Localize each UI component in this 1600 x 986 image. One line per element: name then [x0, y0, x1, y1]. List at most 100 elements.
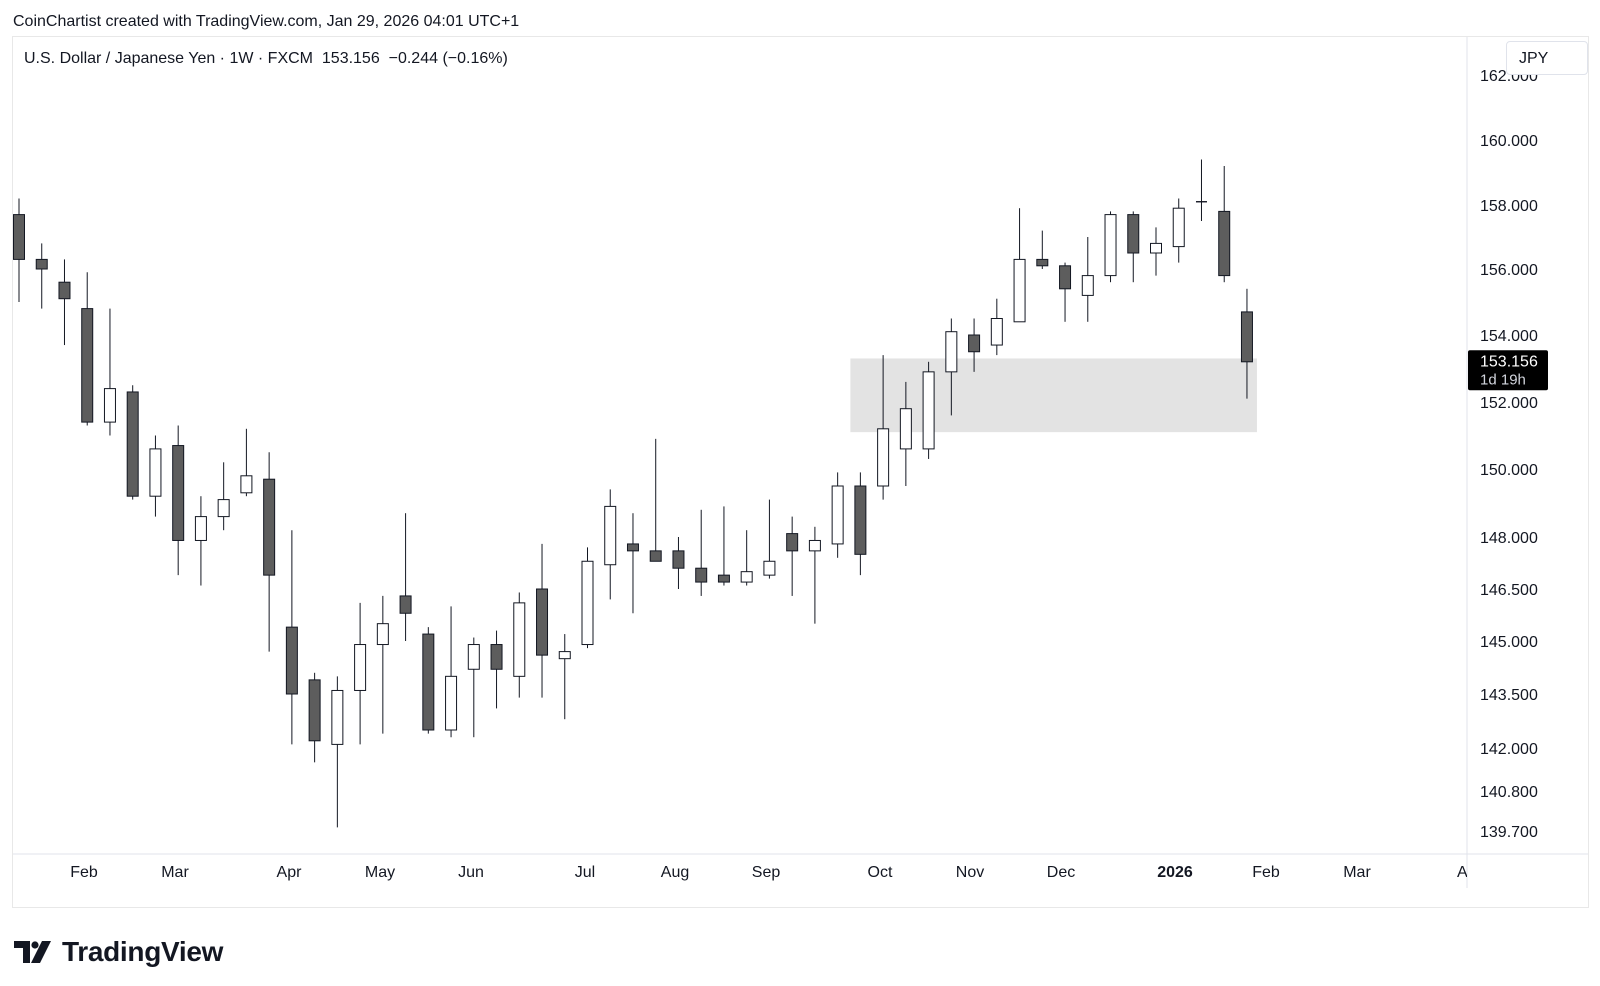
candle[interactable] — [945, 318, 958, 416]
candle[interactable] — [422, 627, 435, 734]
candle[interactable] — [467, 637, 480, 738]
candle-body — [399, 595, 412, 614]
candle[interactable] — [558, 634, 571, 720]
candle-body — [558, 651, 571, 660]
candle[interactable] — [854, 472, 867, 576]
candle-body — [968, 334, 981, 353]
candle[interactable] — [35, 243, 48, 309]
candle-body — [1036, 258, 1049, 267]
candle-body — [581, 560, 594, 646]
candle[interactable] — [1104, 211, 1117, 283]
candle[interactable] — [13, 198, 25, 303]
candle[interactable] — [194, 496, 207, 586]
tradingview-logo-icon — [14, 941, 51, 963]
candle[interactable] — [740, 530, 753, 586]
candle[interactable] — [695, 509, 708, 596]
candle[interactable] — [445, 606, 458, 738]
candle[interactable] — [172, 425, 185, 576]
candle[interactable] — [1059, 262, 1072, 322]
candle-body — [1240, 311, 1253, 363]
candle[interactable] — [58, 259, 71, 346]
candle-body — [467, 644, 480, 670]
candle[interactable] — [1127, 211, 1140, 283]
candle[interactable] — [513, 592, 526, 698]
candle-body — [331, 689, 344, 745]
candle[interactable] — [1240, 288, 1253, 399]
candle[interactable] — [240, 428, 253, 497]
bar-countdown: 1d 19h — [1480, 371, 1526, 388]
support-zone-layer — [850, 358, 1257, 433]
candle[interactable] — [536, 543, 549, 698]
candle[interactable] — [490, 630, 503, 709]
candle[interactable] — [126, 385, 139, 500]
time-tick-label: Nov — [956, 864, 984, 881]
tradingview-logo[interactable]: TradingView — [14, 936, 223, 968]
price-tick-label: 150.000 — [1480, 462, 1538, 479]
tradingview-logo-text: TradingView — [62, 936, 224, 967]
price-axis[interactable]: 139.700 140.800 142.000 143.500 145.000 146.5… — [1480, 68, 1538, 841]
price-tick-label: 139.700 — [1480, 824, 1538, 841]
last-price-value: 153.156 — [1480, 353, 1538, 370]
candle-body — [877, 428, 890, 487]
candle[interactable] — [399, 513, 412, 641]
time-tick-label: Jun — [458, 864, 484, 881]
candle-body — [103, 388, 116, 423]
candle[interactable] — [808, 526, 821, 624]
candle[interactable] — [1150, 227, 1162, 276]
candle[interactable] — [149, 435, 162, 517]
candle[interactable] — [831, 472, 844, 558]
candle[interactable] — [1036, 230, 1049, 269]
candle-body — [1127, 214, 1140, 254]
candle[interactable] — [81, 272, 94, 426]
candle[interactable] — [649, 438, 662, 562]
candle[interactable] — [1218, 166, 1231, 283]
candle[interactable] — [922, 361, 935, 459]
candle-body — [194, 516, 207, 541]
chart-credit: CoinChartist created with TradingView.co… — [13, 13, 520, 30]
candle[interactable] — [626, 513, 639, 614]
candle[interactable] — [786, 516, 799, 596]
candle[interactable] — [899, 381, 912, 486]
candle[interactable] — [103, 308, 116, 436]
candle-body — [81, 308, 94, 423]
candle[interactable] — [1172, 198, 1185, 263]
candle[interactable] — [990, 298, 1003, 356]
candle[interactable] — [604, 489, 617, 600]
candle[interactable] — [581, 547, 594, 649]
candle-body — [490, 644, 503, 670]
candle[interactable] — [331, 676, 344, 828]
candle[interactable] — [263, 452, 276, 652]
candle-body — [13, 214, 25, 260]
candle[interactable] — [1081, 237, 1094, 322]
time-tick-label: Aug — [661, 864, 689, 881]
price-tick-label: 154.000 — [1480, 328, 1538, 345]
candle-body — [604, 505, 617, 566]
candle[interactable] — [968, 318, 981, 372]
candle-body — [626, 543, 639, 552]
candle[interactable] — [877, 355, 890, 500]
candles-layer — [13, 159, 1253, 828]
candle[interactable] — [354, 602, 367, 745]
time-axis[interactable]: Feb Mar Apr May Jun Jul Aug Sep Oct Nov Dec 2026 Feb… — [70, 864, 1482, 881]
candle-body — [1150, 242, 1162, 254]
candle[interactable] — [217, 462, 230, 531]
candle[interactable] — [285, 530, 298, 745]
candle[interactable] — [672, 537, 685, 589]
candle[interactable] — [1013, 208, 1026, 323]
candle[interactable] — [763, 499, 776, 579]
price-tick-label: 140.800 — [1480, 784, 1538, 801]
candle-body — [1104, 214, 1117, 277]
candle-body — [831, 485, 844, 545]
time-tick-label-partial: Apr — [1457, 864, 1483, 881]
last-price-label: 153.156 1d 19h — [1468, 350, 1548, 391]
time-tick-label: Oct — [868, 864, 893, 881]
candle[interactable] — [717, 506, 730, 586]
candle[interactable] — [376, 595, 389, 734]
candle-body — [808, 539, 821, 552]
time-tick-label: May — [365, 864, 395, 881]
candle[interactable] — [1195, 159, 1207, 222]
candle[interactable] — [308, 672, 321, 763]
currency-selector[interactable]: JPY — [1506, 41, 1588, 75]
candle-body — [35, 258, 48, 270]
